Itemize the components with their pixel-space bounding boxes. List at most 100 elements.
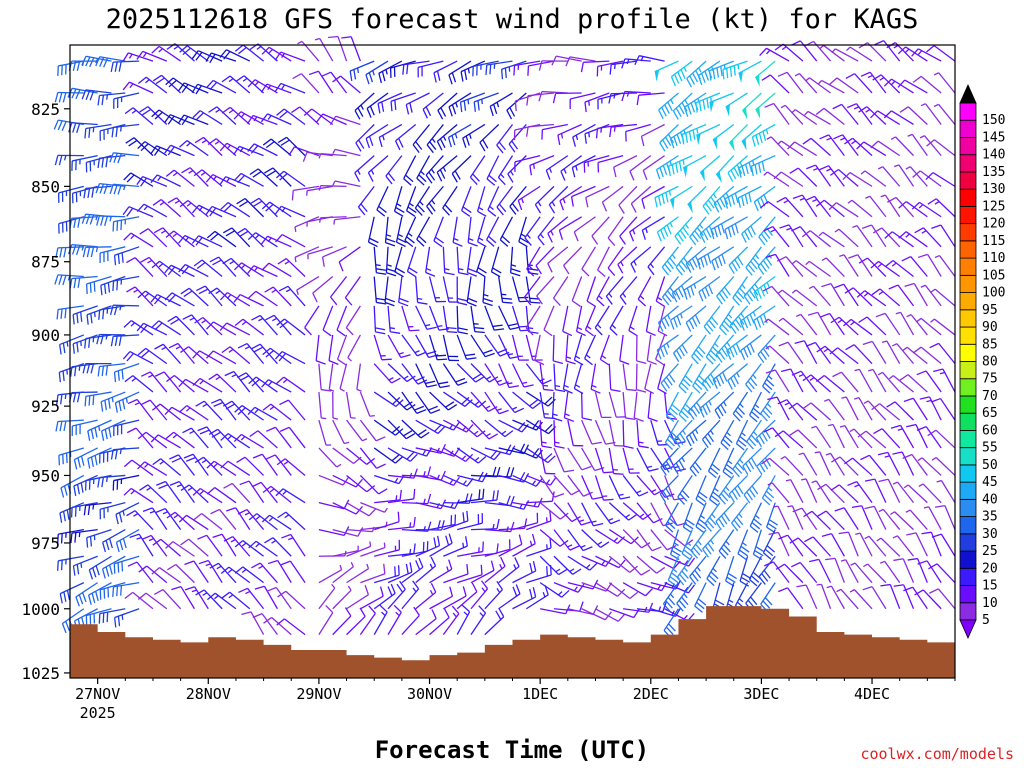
wind-barb [594, 305, 610, 336]
wind-barb [359, 605, 376, 635]
wind-barb [712, 123, 735, 150]
wind-barb [425, 155, 444, 184]
wind-barb [581, 447, 605, 472]
wind-barb [127, 561, 154, 584]
wind-barb [763, 171, 790, 187]
wind-barb [790, 561, 818, 584]
wind-barb [207, 138, 237, 157]
wind-barb [237, 508, 265, 531]
wind-barb [365, 60, 389, 85]
wind-barb [647, 246, 666, 276]
wind-barb [164, 144, 195, 157]
wind-barb [55, 419, 84, 432]
wind-barb [250, 197, 278, 218]
wind-barb [906, 532, 928, 557]
wind-barb [811, 480, 832, 504]
wind-barb [821, 533, 845, 557]
wind-barb [903, 397, 928, 421]
wind-barb [622, 529, 651, 549]
wind-barb [184, 586, 209, 610]
wind-barb [789, 429, 818, 449]
wind-barb [622, 502, 652, 521]
wind-barb [219, 176, 251, 187]
wind-barb [571, 155, 596, 178]
wind-barb [878, 508, 901, 531]
wind-barb [877, 166, 901, 187]
wind-barb [136, 50, 168, 62]
wind-barb [858, 316, 887, 336]
wind-barb [332, 419, 350, 445]
wind-barb [920, 284, 942, 307]
wind-barb [796, 584, 818, 610]
colorbar-swatch [959, 343, 977, 362]
wind-barb [525, 305, 541, 336]
wind-barb [895, 311, 915, 336]
wind-barb [221, 346, 251, 365]
wind-barb [753, 305, 776, 331]
wind-barb [86, 528, 112, 548]
wind-barb [707, 447, 721, 479]
wind-barb [838, 531, 859, 557]
wind-barb [553, 529, 580, 551]
wind-barb [660, 363, 679, 392]
wind-barb [401, 557, 424, 584]
wind-barb [102, 529, 126, 553]
wind-barb [834, 283, 859, 307]
wind-barb [897, 79, 928, 94]
wind-barb [328, 35, 348, 62]
wind-barb [414, 186, 431, 216]
wind-barb [912, 170, 942, 187]
wind-barb [743, 475, 762, 504]
wind-barb [484, 305, 505, 331]
wind-barb [702, 185, 721, 215]
credit-link[interactable]: coolwx.com/models [860, 745, 1014, 763]
wind-barb [417, 60, 444, 78]
wind-barb [581, 529, 610, 548]
wind-barb [277, 590, 306, 610]
wind-barb [846, 46, 873, 62]
wind-barb [210, 508, 237, 531]
wind-barb [401, 493, 432, 505]
wind-barb [844, 457, 873, 476]
wind-barb [496, 124, 514, 154]
wind-barb [193, 259, 223, 278]
wind-barb [307, 246, 333, 260]
wind-barb [644, 363, 655, 395]
wind-barb [354, 155, 375, 182]
wind-barb [583, 154, 610, 173]
wind-barb [318, 419, 332, 446]
wind-barb [360, 563, 386, 584]
wind-barb [819, 165, 845, 187]
wind-barb [601, 185, 624, 212]
wind-barb [221, 75, 251, 94]
wind-barb [897, 46, 928, 62]
wind-barb [226, 507, 251, 530]
wind-barb [839, 254, 859, 277]
wind-barb [928, 563, 956, 584]
wind-barb [818, 231, 845, 248]
wind-barb [791, 260, 818, 278]
wind-barb [695, 475, 708, 506]
wind-barb [415, 582, 437, 610]
wind-barb [387, 604, 402, 635]
wind-barb [261, 201, 292, 218]
wind-barb [567, 502, 591, 526]
y-tick-label: 825 [31, 100, 60, 119]
wind-barb [366, 92, 389, 118]
wind-barb [792, 507, 818, 530]
wind-barb [607, 246, 624, 277]
wind-barb [526, 510, 552, 531]
wind-barb [763, 561, 790, 584]
wind-barb [429, 533, 453, 557]
wind-barb [426, 124, 444, 154]
wind-barb [809, 558, 832, 583]
wind-barb [557, 123, 582, 146]
wind-barb [180, 484, 209, 504]
wind-barb [567, 529, 593, 552]
wind-barb [678, 391, 693, 422]
colorbar-swatch [959, 171, 977, 190]
wind-barb [140, 256, 168, 277]
wind-barb [892, 343, 915, 365]
wind-barb [512, 391, 541, 410]
wind-barb [137, 347, 168, 365]
